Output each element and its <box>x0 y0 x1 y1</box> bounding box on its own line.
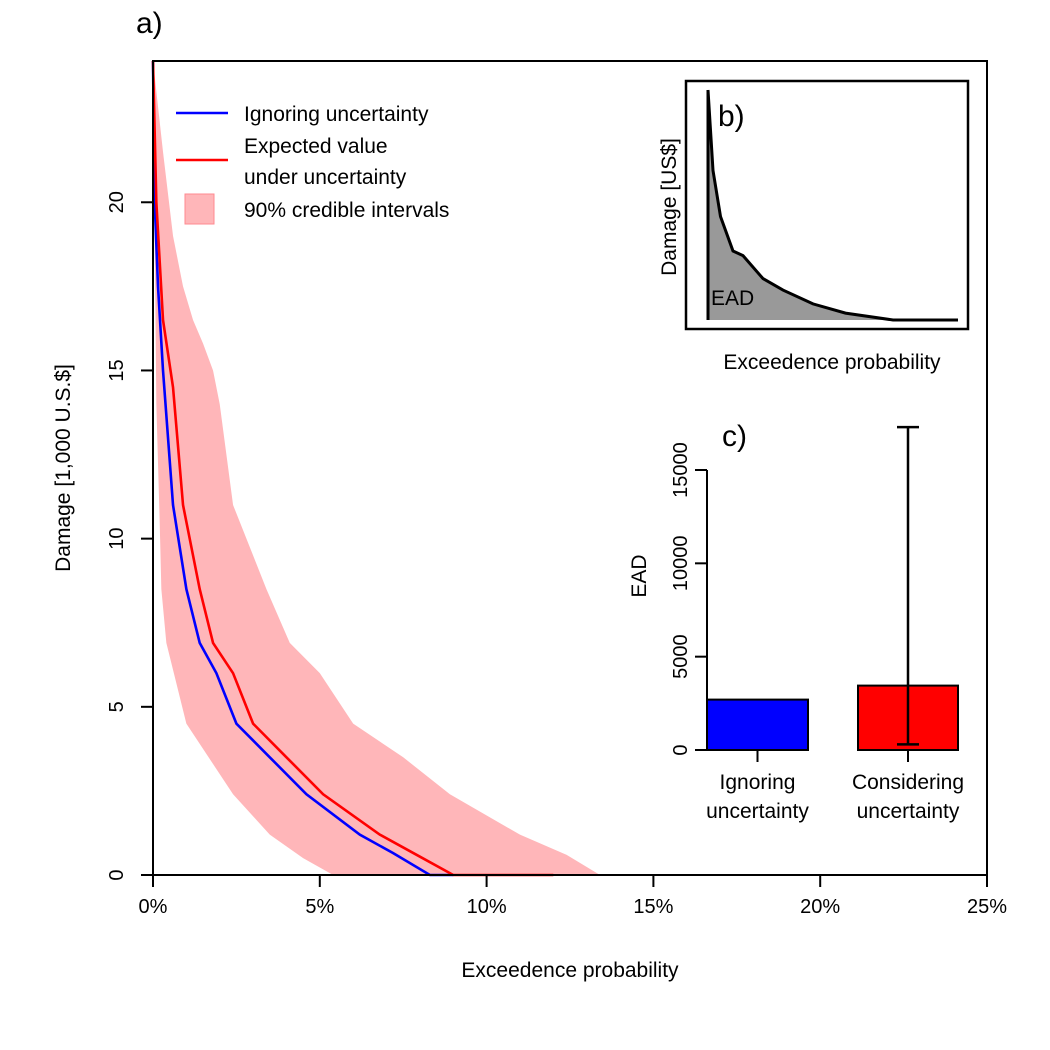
plot-frame-a <box>152 60 988 876</box>
y-tick-label-a: 10 <box>106 528 128 550</box>
x-axis-label-b: Exceedence probability <box>723 351 941 374</box>
y-axis-label-c: EAD <box>628 554 651 597</box>
legend-swatch-credible <box>184 193 215 225</box>
panel-c-label: c) <box>722 420 747 453</box>
inset-b-frame <box>684 79 970 331</box>
bars-c <box>706 425 959 751</box>
y-tick-label-c: 10000 <box>670 536 692 592</box>
x-tick-label-a: 0% <box>139 896 168 918</box>
legend-entry-expected-1: Expected value <box>244 135 388 158</box>
category-label-c: Considering <box>852 771 964 794</box>
y-tick-label-c: 15000 <box>670 442 692 498</box>
legend-entry-expected-2: under uncertainty <box>244 166 407 189</box>
category-label-c: uncertainty <box>706 800 809 823</box>
panel-b: b) EAD Exceedence probability Damage [US… <box>658 79 970 374</box>
y-tick-label-a: 5 <box>106 701 128 712</box>
category-label-c: uncertainty <box>857 800 960 823</box>
x-tick-label-a: 15% <box>633 896 673 918</box>
panel-c: c) 0 5000 10000 15000 Ignoring uncertainty Co… <box>612 412 972 832</box>
credible-interval-area <box>153 61 601 875</box>
x-axis-label-a: Exceedence probability <box>461 959 679 982</box>
x-tick-label-a: 10% <box>467 896 507 918</box>
credible-interval-band <box>153 61 601 875</box>
y-axis-label-b: Damage [US$] <box>658 138 681 276</box>
y-tick-label-c: 0 <box>670 744 692 755</box>
inset-c-background <box>612 412 972 832</box>
x-tick-label-a: 25% <box>967 896 1007 918</box>
series-line-expected <box>151 60 554 877</box>
x-tick-label-a: 5% <box>305 896 334 918</box>
ead-annotation: EAD <box>711 287 754 310</box>
y-tick-label-a: 0 <box>106 869 128 880</box>
series-lines <box>151 60 554 877</box>
y-tick-label-c: 5000 <box>670 634 692 679</box>
x-axis-c: Ignoring uncertainty Considering uncertaint… <box>706 750 964 823</box>
damage-curve <box>706 89 958 322</box>
y-tick-label-a: 20 <box>106 191 128 213</box>
series-line-ignoring <box>151 60 454 877</box>
y-tick-label-a: 15 <box>106 359 128 381</box>
panel-a: a) 0% 5% 10% 15% 20% 25% 0 5 10 15 20 Exceedence … <box>52 7 1007 982</box>
panel-a-label: a) <box>136 7 163 40</box>
ead-area <box>708 90 958 320</box>
category-label-c: Ignoring <box>720 771 796 794</box>
legend-entry-credible: 90% credible intervals <box>244 199 449 222</box>
legend-entry-ignoring: Ignoring uncertainty <box>244 103 429 126</box>
y-axis-label-a: Damage [1,000 U.S.$] <box>52 364 75 572</box>
x-axis-a: 0% 5% 10% 15% 20% 25% <box>139 875 1007 918</box>
panel-b-label: b) <box>718 100 745 133</box>
x-tick-label-a: 20% <box>800 896 840 918</box>
bar-ignoring <box>706 698 809 751</box>
y-axis-a: 0 5 10 15 20 <box>106 191 153 881</box>
legend-a: Ignoring uncertainty Expected value unde… <box>176 103 449 225</box>
